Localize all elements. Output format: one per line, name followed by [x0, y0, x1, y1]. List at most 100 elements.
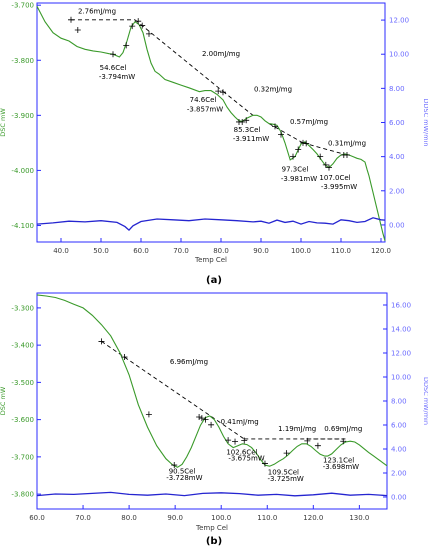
- annotation-label: 97.3Cel: [282, 166, 309, 174]
- y-left-axis-label: DSC mW: [0, 386, 7, 415]
- cross-marker: [278, 131, 284, 138]
- annotation-label: 74.6Cel: [190, 96, 217, 104]
- annotation-label: -3.698mW: [323, 463, 359, 471]
- x-tick-label: 70.0: [75, 514, 91, 522]
- cross-marker: [68, 16, 74, 23]
- cross-marker: [303, 140, 310, 147]
- dsc-chart-b: 60.0 70.0 80.0 90.0 100.0 110.0 120.0 130.0 -3.8…: [0, 292, 428, 547]
- y-right-tick-label: 10.00: [389, 51, 409, 59]
- chart-panel-b: 60.0 70.0 80.0 90.0 100.0 110.0 120.0 130.0 -3.8…: [0, 290, 428, 550]
- cross-marker: [314, 442, 321, 449]
- annotation-label: -3.911mW: [233, 135, 269, 143]
- x-tick-label: 130.0: [349, 514, 369, 522]
- panel-label: (a): [206, 275, 222, 286]
- y-right-tick-label: 10.00: [391, 374, 411, 382]
- annotation-label: 0.57mJ/mg: [290, 118, 328, 126]
- x-tick-label: 70.0: [173, 247, 189, 255]
- y-left-tick-label: -3.500: [11, 379, 34, 387]
- cross-marker: [300, 139, 306, 146]
- y-left-tick-label: -3.700: [11, 2, 34, 10]
- annotation-label: 54.6Cel: [100, 64, 127, 72]
- annotation-label: 102.6Cel: [226, 448, 257, 456]
- cross-marker: [123, 42, 130, 49]
- cross-marker: [196, 414, 203, 421]
- y-right-tick-label: 4.00: [389, 153, 405, 161]
- baseline-segment: [101, 341, 245, 440]
- y-left-tick-label: -3.300: [11, 304, 34, 312]
- x-tick-label: 110.0: [257, 514, 277, 522]
- annotation-label: 0.31mJ/mg: [328, 140, 366, 148]
- y-left-tick-label: -3.800: [11, 491, 34, 499]
- cross-marker: [304, 437, 311, 444]
- x-tick-label: 110.0: [331, 247, 351, 255]
- y-left-tick-label: -4.100: [11, 222, 34, 230]
- cross-marker: [283, 450, 290, 457]
- cross-marker: [129, 23, 136, 30]
- dsc-series-line: [36, 294, 388, 468]
- y-left-tick-label: -4.000: [11, 167, 34, 175]
- ddsc-series-line: [36, 217, 386, 232]
- cross-marker: [98, 338, 105, 345]
- x-tick-label: 90.0: [167, 514, 183, 522]
- y-left-tick-label: -3.800: [11, 57, 34, 65]
- chart-panel-a: 40.0 50.0 60.0 70.0 80.0 90.0 100.0 110.0 120.0 -…: [0, 2, 428, 286]
- plot-frame: [36, 292, 388, 510]
- cross-marker: [241, 437, 248, 444]
- cross-marker: [171, 462, 178, 469]
- y-left-axis-label: DSC mW: [0, 108, 7, 137]
- cross-marker: [121, 354, 128, 361]
- cross-marker: [344, 151, 350, 158]
- annotation-label: -3.675mW: [228, 455, 264, 463]
- annotation-label: 0.69mJ/mg: [324, 425, 362, 433]
- x-tick-label: 80.0: [213, 247, 229, 255]
- cross-marker: [202, 416, 209, 423]
- annotation-label: 1.19mJ/mg: [278, 425, 316, 433]
- annotation-label: -3.995mW: [321, 183, 357, 191]
- annotation-label: -3.981mW: [281, 175, 317, 183]
- annotation-label: 6.96mJ/mg: [170, 358, 208, 366]
- baseline-segment: [222, 91, 254, 116]
- cross-marker: [145, 411, 152, 418]
- y-right-tick-label: 12.00: [391, 350, 411, 358]
- x-tick-label: 60.0: [29, 514, 45, 522]
- x-tick-label: 100.0: [211, 514, 231, 522]
- x-tick-label: 40.0: [53, 247, 69, 255]
- y-right-tick-label: 8.00: [389, 85, 405, 93]
- y-left-tick-label: -3.400: [11, 342, 34, 350]
- cross-marker: [317, 153, 324, 160]
- baseline-segment: [134, 19, 224, 92]
- x-tick-label: 50.0: [93, 247, 109, 255]
- y-right-axis-label: DDSC mW/min: [422, 377, 428, 425]
- cross-marker: [290, 153, 296, 160]
- annotation-label: 2.76mJ/mg: [78, 7, 116, 15]
- y-right-tick-label: 6.00: [389, 119, 405, 127]
- x-tick-label: 80.0: [121, 514, 137, 522]
- annotation-label: 90.5Cel: [169, 468, 196, 476]
- cross-marker: [215, 88, 222, 95]
- cross-marker: [198, 415, 205, 422]
- cross-marker: [208, 421, 215, 428]
- x-tick-label: 90.0: [253, 247, 269, 255]
- annotation-label: -3.794mW: [99, 73, 135, 81]
- annotation-label: 107.0Cel: [319, 174, 350, 182]
- dsc-chart-a: 40.0 50.0 60.0 70.0 80.0 90.0 100.0 110.0 120.0 -…: [0, 2, 428, 286]
- y-right-tick-label: 8.00: [391, 398, 407, 406]
- annotation-label: 123.1Cel: [323, 456, 354, 464]
- annotation-label: -3.725mW: [268, 475, 304, 483]
- panel-label: (b): [206, 536, 222, 547]
- y-right-tick-label: 16.00: [391, 302, 411, 310]
- x-tick-label: 120.0: [303, 514, 323, 522]
- y-left-tick-label: -3.700: [11, 453, 34, 461]
- dsc-series-line: [36, 6, 386, 242]
- cross-marker: [322, 161, 329, 168]
- y-right-tick-label: 12.00: [389, 17, 409, 25]
- annotation-label: 85.3Cel: [234, 126, 261, 134]
- y-right-axis-label: DDSC mW/min: [422, 99, 428, 147]
- y-right-tick-label: 14.00: [391, 326, 411, 334]
- cross-marker: [261, 460, 268, 467]
- ddsc-series-line: [36, 491, 388, 497]
- cross-marker: [220, 89, 226, 96]
- annotation-label: 109.5Cel: [268, 469, 299, 477]
- y-right-tick-label: 0.00: [391, 494, 407, 502]
- cross-marker: [340, 438, 347, 445]
